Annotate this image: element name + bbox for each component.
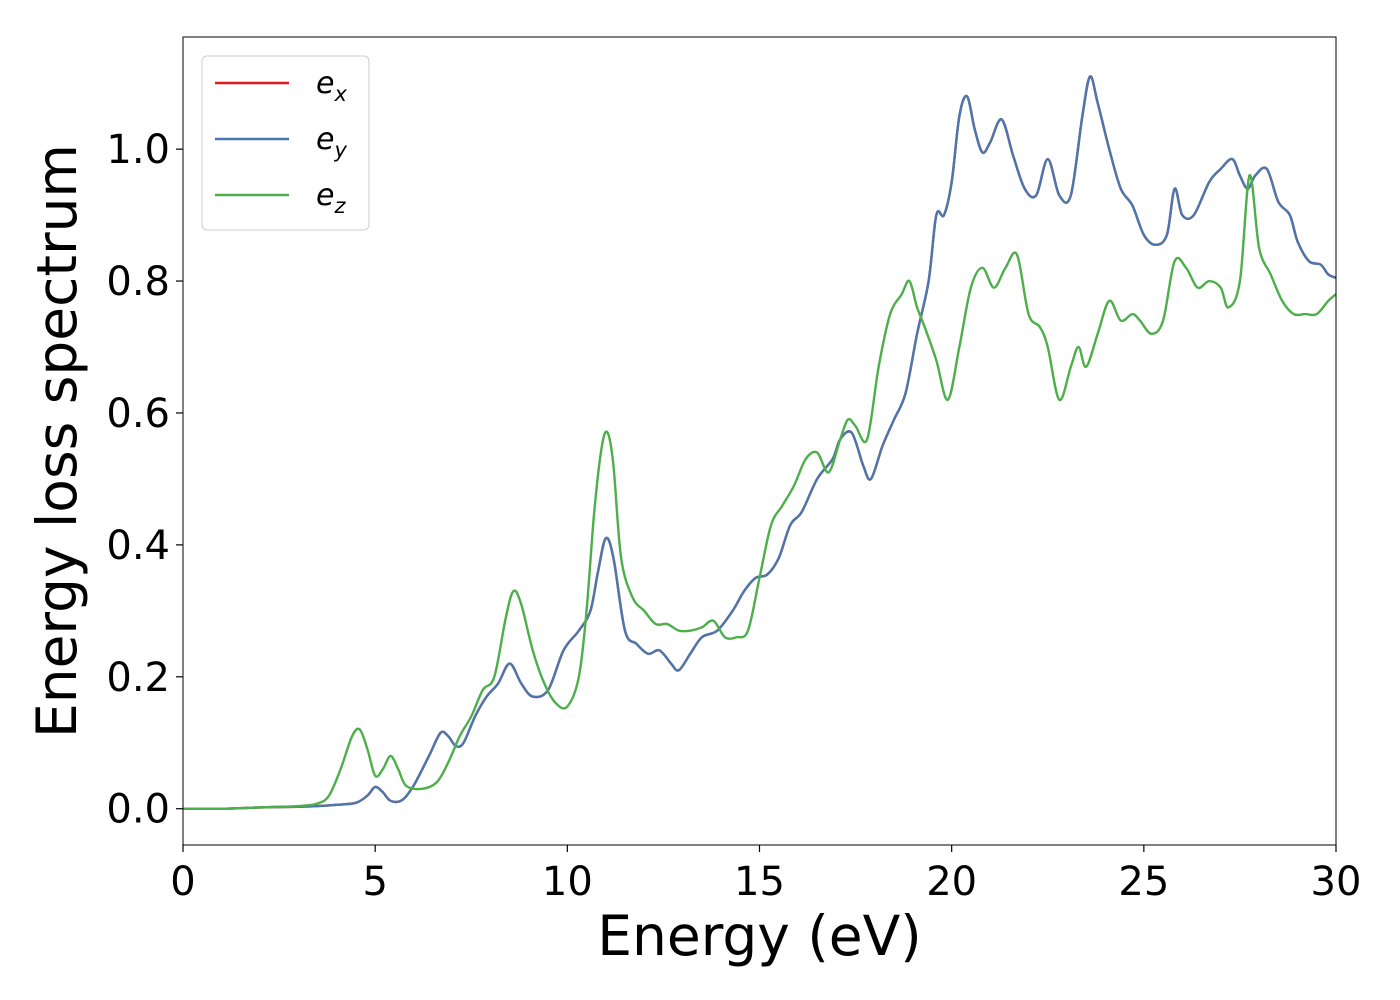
series-layer: [183, 75, 1336, 811]
legend-label: ex: [316, 66, 347, 106]
x-tick-label: 0: [170, 859, 195, 905]
legend-label-base: e: [316, 178, 334, 213]
legend-label: ey: [316, 122, 347, 162]
legend-label-base: e: [316, 122, 334, 157]
y-tick-label: 1.0: [106, 127, 170, 173]
x-tick-label: 10: [542, 859, 593, 905]
series-line-e-z: [183, 174, 1336, 811]
x-axis: 0 5 10 15 20 25 30: [170, 845, 1361, 905]
x-tick-label: 5: [362, 859, 387, 905]
y-axis-label: Energy loss spectrum: [25, 144, 89, 738]
x-tick-label: 25: [1118, 859, 1169, 905]
legend-frame: [201, 55, 370, 231]
x-tick-label: 20: [926, 859, 977, 905]
legend-label-subscript: y: [333, 138, 347, 162]
legend-label-base: e: [316, 66, 334, 101]
x-axis-label: Energy (eV): [597, 904, 921, 968]
y-tick-label: 0.8: [106, 259, 170, 305]
y-axis: 0.0 0.2 0.4 0.6 0.8 1.0: [106, 127, 183, 833]
x-tick-label: 15: [734, 859, 785, 905]
x-tick-label: 30: [1311, 859, 1362, 905]
legend-label-subscript: x: [333, 82, 347, 106]
legend-label: ez: [316, 178, 346, 218]
y-tick-label: 0.6: [106, 391, 170, 437]
y-tick-label: 0.4: [106, 523, 170, 569]
y-tick-label: 0.2: [106, 655, 170, 701]
y-tick-label: 0.0: [106, 787, 170, 833]
legend-label-subscript: z: [333, 194, 346, 218]
